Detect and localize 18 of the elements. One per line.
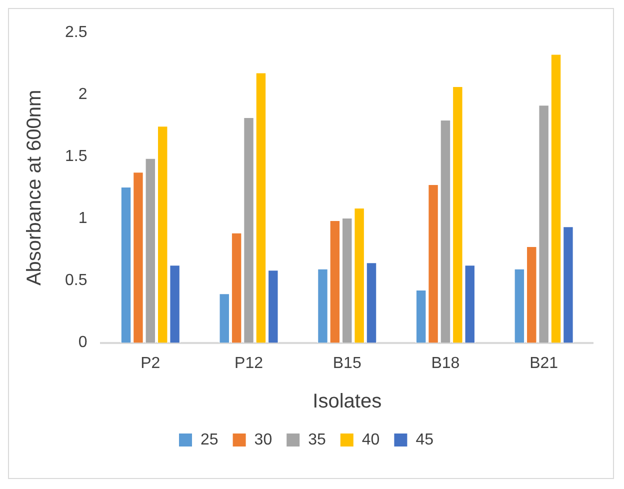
legend-label: 35 <box>308 431 326 448</box>
y-tick-label: 1.5 <box>64 148 88 166</box>
x-tick-label: P12 <box>234 354 264 372</box>
y-tick-label: 0 <box>78 334 88 352</box>
y-tick-label: 1 <box>78 210 88 228</box>
y-tick-label: 2 <box>78 86 88 104</box>
y-tick-label: 2.5 <box>64 24 88 42</box>
x-tick-label: P2 <box>140 354 160 372</box>
legend-label: 45 <box>416 431 434 448</box>
x-tick-label: B21 <box>530 354 558 372</box>
y-axis-title: Absorbance at 600nm <box>24 90 46 286</box>
legend-label: 40 <box>362 431 380 448</box>
legend-label: 25 <box>200 431 218 448</box>
x-tick-label: B18 <box>431 354 460 372</box>
x-axis-title: Isolates <box>312 390 382 413</box>
x-tick-label: B15 <box>332 354 362 372</box>
legend-label: 30 <box>254 431 272 448</box>
y-tick-label: 0.5 <box>64 272 88 290</box>
